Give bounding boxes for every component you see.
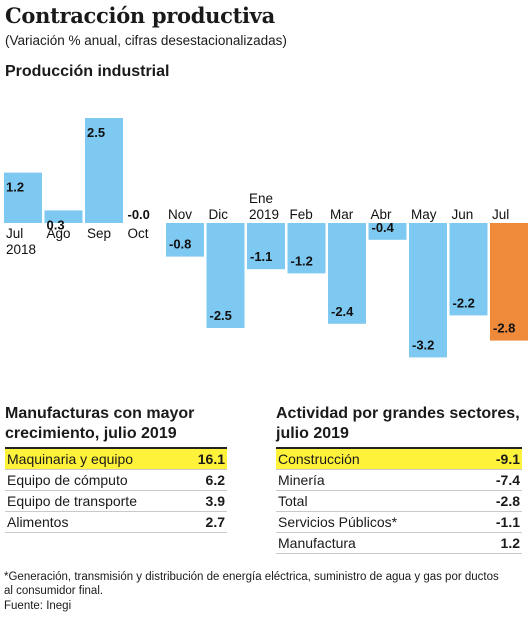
bar <box>4 172 42 223</box>
actividad-table: Actividad por grandes sectores, julio 20… <box>276 404 522 554</box>
bar <box>328 223 366 324</box>
category-label: Abr <box>371 207 393 222</box>
value-label: -1.2 <box>291 253 313 268</box>
row-value: -7.4 <box>495 472 520 488</box>
bar <box>85 118 123 223</box>
row-value: 16.1 <box>197 451 225 467</box>
category-label: 2018 <box>6 242 36 257</box>
category-label: Sep <box>87 226 111 241</box>
table-row: Construcción -9.1 <box>276 449 522 470</box>
table-row: Alimentos 2.7 <box>5 512 227 533</box>
table-row: Equipo de cómputo 6.2 <box>5 470 227 491</box>
bar <box>490 223 528 341</box>
bar <box>166 223 204 257</box>
bar <box>449 223 488 316</box>
actividad-title: Actividad por grandes sectores, julio 20… <box>276 405 520 442</box>
row-label: Construcción <box>278 451 360 467</box>
manufacturas-table: Manufacturas con mayor crecimiento, juli… <box>5 404 227 533</box>
row-value: -1.1 <box>495 514 520 530</box>
table-row: Servicios Públicos* -1.1 <box>276 512 522 533</box>
value-label: -2.4 <box>331 304 354 319</box>
row-value: 6.2 <box>205 472 225 488</box>
category-label: Feb <box>290 207 313 222</box>
footnote: *Generación, transmisión y distribución … <box>4 571 499 597</box>
value-label: -1.1 <box>250 249 272 264</box>
row-label: Manufactura <box>278 535 356 551</box>
table-row: Total -2.8 <box>276 491 522 512</box>
bar-chart: 1.2Jul20180.3Ago2.5Sep-0.0Oct-0.8Nov-2.5… <box>4 118 528 358</box>
category-label: Dic <box>209 207 229 222</box>
bar <box>247 223 285 270</box>
table-row: Manufactura 1.2 <box>276 533 522 554</box>
table-row: Maquinaria y equipo 16.1 <box>5 449 227 470</box>
value-label: -0.4 <box>372 220 395 235</box>
value-label: 2.5 <box>87 125 105 140</box>
table-row: Minería -7.4 <box>276 470 522 491</box>
bar <box>206 223 245 328</box>
row-label: Minería <box>278 472 325 488</box>
row-value: -9.1 <box>495 451 520 467</box>
row-label: Maquinaria y equipo <box>7 451 134 467</box>
bar <box>44 210 83 223</box>
row-label: Total <box>278 493 308 509</box>
category-label: Jun <box>452 207 474 222</box>
chart-subtitle: (Variación % anual, cifras desestacional… <box>5 33 287 48</box>
value-label: -2.8 <box>493 321 515 336</box>
manufacturas-title: Manufacturas con mayor crecimiento, juli… <box>5 405 195 442</box>
table-row: Equipo de transporte 3.9 <box>5 491 227 512</box>
row-label: Servicios Públicos* <box>278 514 398 530</box>
row-label: Alimentos <box>7 514 69 530</box>
row-label: Equipo de cómputo <box>7 472 128 488</box>
row-value: 1.2 <box>500 535 520 551</box>
value-label: -0.8 <box>169 237 191 252</box>
category-label: Jul <box>492 207 509 222</box>
value-label: -2.5 <box>210 308 232 323</box>
value-label: -2.2 <box>453 295 475 310</box>
category-label: Ene <box>249 191 273 206</box>
row-value: -2.8 <box>495 493 520 509</box>
row-value: 3.9 <box>205 493 225 509</box>
category-label: Mar <box>330 207 354 222</box>
value-label: -3.2 <box>412 337 434 352</box>
category-label: Oct <box>128 226 149 241</box>
category-label: May <box>411 207 437 222</box>
value-label: 1.2 <box>6 180 24 195</box>
bar <box>409 223 447 358</box>
source-note: Fuente: Inegi <box>4 600 72 612</box>
category-label: Nov <box>168 207 192 222</box>
row-label: Equipo de transporte <box>7 493 137 509</box>
row-value: 2.7 <box>205 514 225 530</box>
value-label: -0.0 <box>128 207 150 222</box>
category-label: Ago <box>47 226 71 241</box>
bar <box>368 223 407 240</box>
chart-title: Contracción productiva <box>5 3 275 28</box>
section-title: Producción industrial <box>5 63 170 80</box>
category-label: 2019 <box>249 207 279 222</box>
category-label: Jul <box>6 226 23 241</box>
bar <box>287 223 326 274</box>
value-label: 0.3 <box>47 217 65 232</box>
